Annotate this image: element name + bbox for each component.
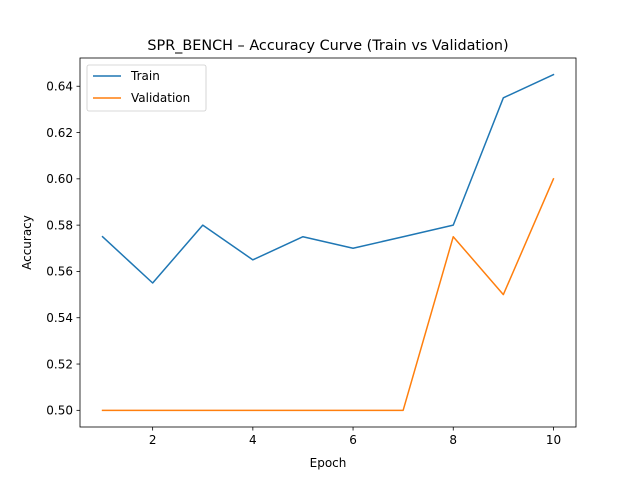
plot-area: [79, 57, 577, 428]
series-line-train: [101, 73, 555, 284]
x-tick-label: 6: [349, 433, 357, 447]
x-tick-label: 2: [149, 433, 157, 447]
y-tick-label: 0.56: [46, 265, 73, 279]
legend-label-validation: Validation: [131, 91, 190, 105]
x-tick-label: 8: [449, 433, 457, 447]
chart-title: SPR_BENCH – Accuracy Curve (Train vs Val…: [147, 38, 508, 54]
y-tick-label: 0.60: [46, 172, 73, 186]
x-axis-label: Epoch: [310, 456, 347, 470]
y-tick-label: 0.62: [46, 126, 73, 140]
y-axis-label: Accuracy: [20, 215, 34, 270]
series-line-validation: [101, 177, 555, 412]
x-tick-label: 4: [249, 433, 257, 447]
y-tick-label: 0.64: [46, 80, 73, 94]
x-axis-ticks: 2 4 6 8 10: [149, 427, 561, 447]
y-tick-label: 0.52: [46, 357, 73, 371]
y-tick-label: 0.54: [46, 311, 73, 325]
axes-frame: [79, 57, 577, 428]
legend-label-train: Train: [130, 69, 160, 83]
y-tick-label: 0.58: [46, 218, 73, 232]
y-axis-ticks: 0.50 0.52 0.54 0.56 0.58 0.60 0.62 0.64: [46, 80, 80, 418]
series-lines: [101, 73, 555, 412]
legend: Train Validation: [86, 64, 207, 112]
y-tick-label: 0.50: [46, 404, 73, 418]
x-tick-label: 10: [546, 433, 561, 447]
